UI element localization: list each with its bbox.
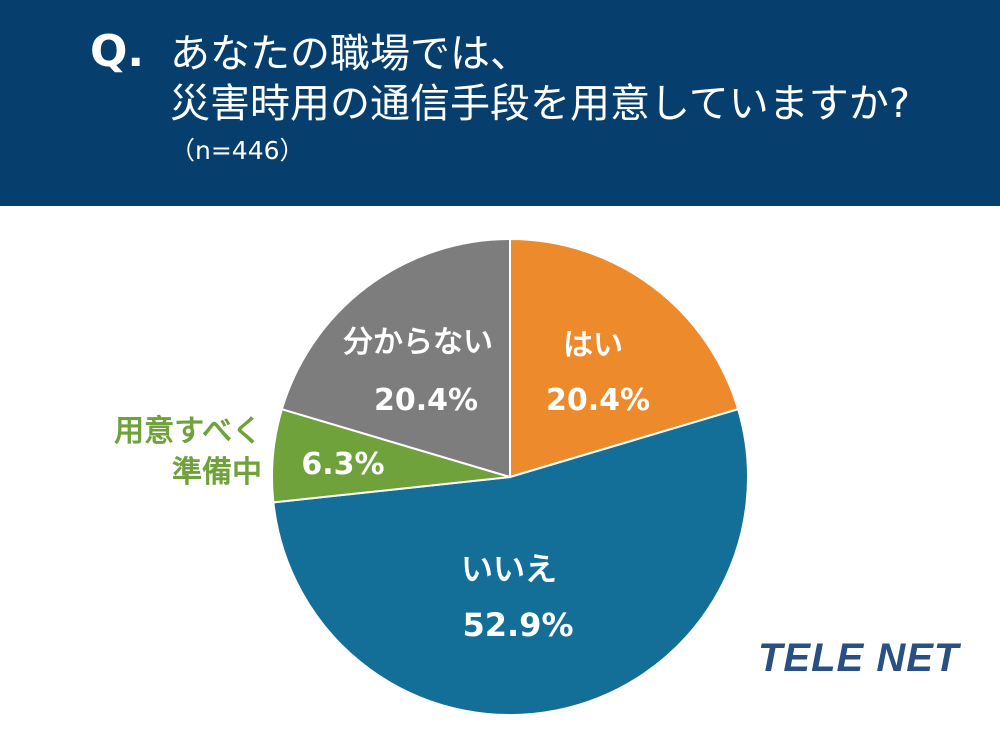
slice-label-yes: はい — [563, 328, 623, 363]
slice-label-preparing-line1: 用意すべく — [114, 414, 262, 449]
slice-label-unknown: 分からない — [343, 325, 493, 360]
pie-slice-no — [272, 407, 749, 716]
pie-slice-yes — [509, 237, 740, 479]
pie-slices — [271, 237, 749, 716]
slice-label-no: いいえ — [461, 550, 557, 588]
slice-value-yes: 20.4% — [546, 383, 650, 418]
slice-label-preparing-line2: 準備中 — [172, 455, 262, 490]
slice-value-preparing: 6.3% — [301, 447, 384, 482]
header-banner: Q. あなたの職場では、 災害時用の通信手段を用意していますか? （n=446） — [0, 0, 1000, 206]
slice-value-unknown: 20.4% — [374, 383, 478, 418]
telenet-logo: TELE NET — [758, 636, 960, 680]
question-line-1: あなたの職場では、 — [170, 31, 530, 77]
question-mark: Q. — [90, 26, 145, 77]
slice-value-no: 52.9% — [462, 606, 573, 644]
sample-size: （n=446） — [170, 136, 305, 165]
question-line-2: 災害時用の通信手段を用意していますか? — [170, 81, 911, 127]
pie-slice-unknown — [280, 237, 511, 479]
